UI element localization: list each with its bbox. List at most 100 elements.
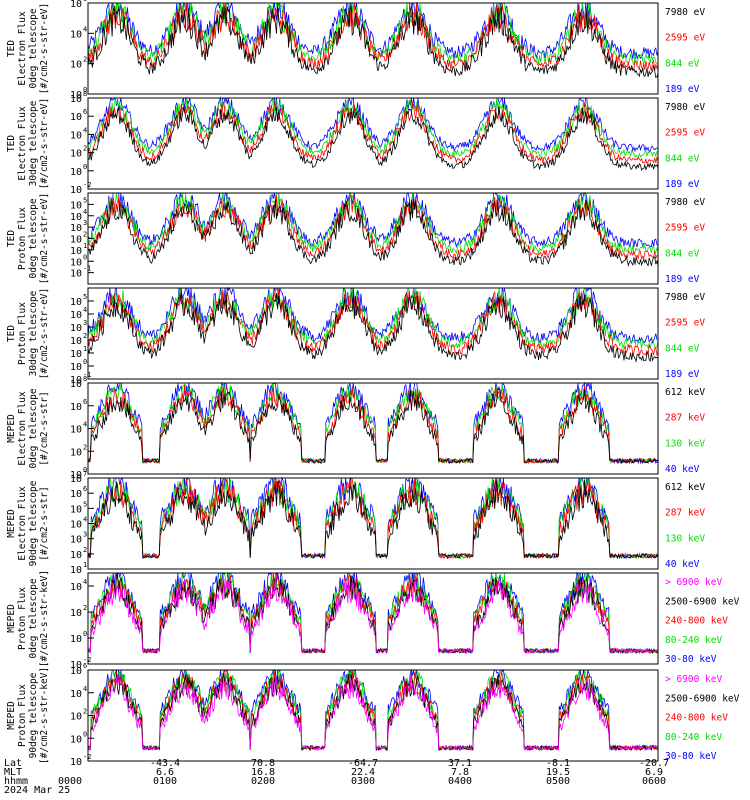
legend-entry: 189 eV	[665, 179, 700, 190]
y-tick-label: 10	[70, 520, 82, 531]
y-tick-exponent: 2	[83, 332, 87, 340]
legend-entry: 80-240 keV	[665, 635, 722, 646]
y-tick-exponent: 4	[83, 421, 87, 429]
footer-row-label: MLT	[4, 767, 22, 778]
y-axis-label-line: [#/cm2-s-str-eV]	[39, 288, 50, 380]
y-tick-label: 10	[70, 235, 82, 246]
y-axis-label-line: [#/cm2-s-str-keV]	[39, 570, 50, 667]
y-tick-exponent: 2	[83, 708, 87, 716]
legend-entry: 30-80 keV	[665, 654, 717, 665]
footer-hhmm-value: 0600	[642, 776, 666, 787]
legend-entry: 189 eV	[665, 369, 700, 380]
y-tick-label: 10	[70, 257, 82, 268]
legend-entry: > 6900 keV	[665, 577, 722, 588]
y-axis-label-line: Proton Flux	[17, 684, 28, 747]
y-tick-exponent: 3	[83, 219, 87, 227]
legend-entry: 2595 eV	[665, 318, 705, 329]
footer-lat-value: 70.8	[251, 758, 275, 769]
y-axis-label-line: MEPED	[6, 604, 17, 633]
y-axis-label-line: [#/cm2-s-str-keV]	[39, 667, 50, 764]
legend-entry: 240-800 keV	[665, 616, 728, 627]
series-green-line	[87, 382, 659, 465]
y-tick-label: 10	[70, 402, 82, 413]
footer-mlt-value: 16.8	[251, 767, 275, 778]
y-tick-exponent: 0	[83, 730, 87, 738]
legend-entry: 2595 eV	[665, 33, 705, 44]
y-tick-label: 10	[70, 634, 82, 645]
y-tick-label: 10	[70, 90, 82, 101]
footer-lat-value: -64.7	[348, 758, 378, 769]
legend-entry: 7980 eV	[665, 102, 705, 113]
y-tick-exponent: 0	[83, 630, 87, 638]
y-axis-label-line: [#/cm2-s-str]	[39, 486, 50, 560]
series-blue-line	[87, 96, 659, 153]
footer-row-label: hhmm	[4, 776, 28, 787]
y-axis-label-line: [#/cm2-s-str-eV]	[39, 98, 50, 190]
series-blue-line	[87, 668, 659, 752]
legend-entry: 2500-6900 keV	[665, 693, 740, 704]
y-tick-label: 10	[70, 379, 82, 390]
legend-entry: 40 keV	[665, 559, 700, 570]
y-tick-label: 10	[70, 375, 82, 386]
y-axis-label-line: [#/cm2-s-str-eV]	[39, 3, 50, 95]
footer-lat-value: 37.1	[448, 758, 472, 769]
legend-entry: 612 keV	[665, 387, 705, 398]
y-axis-label-line: 90deg telescope	[28, 480, 39, 566]
series-red-line	[87, 477, 659, 560]
y-tick-label: 10	[70, 336, 82, 347]
y-tick-label: 10	[70, 297, 82, 308]
y-tick-exponent: 2	[83, 604, 87, 612]
footer-hhmm-value: 0400	[448, 776, 472, 787]
y-tick-label: 10	[70, 94, 82, 105]
y-tick-label: 10	[70, 130, 82, 141]
series-blue-line	[87, 1, 659, 60]
y-tick-exponent: 4	[83, 685, 87, 693]
y-axis-label-line: Electron Flux	[17, 391, 28, 466]
legend-entry: 2595 eV	[665, 223, 705, 234]
y-tick-exponent: 5	[83, 293, 87, 301]
series-black-line	[87, 5, 659, 78]
y-tick-label: 10	[70, 608, 82, 619]
y-tick-label: 10	[70, 734, 82, 745]
footer-row-label: Lat	[4, 758, 22, 769]
y-tick-exponent: 8	[83, 90, 87, 98]
y-tick-exponent: 6	[83, 398, 87, 406]
y-tick-exponent: -2	[83, 656, 91, 664]
y-tick-exponent: 2	[83, 231, 87, 239]
y-tick-label: 10	[70, 425, 82, 436]
legend-entry: 2500-6900 keV	[665, 596, 740, 607]
y-tick-label: 10	[70, 504, 82, 515]
y-tick-label: 10	[70, 712, 82, 723]
series-black-line	[87, 198, 659, 267]
footer-hhmm-value: 0100	[153, 776, 177, 787]
y-tick-exponent: 4	[83, 516, 87, 524]
y-tick-exponent: -2	[83, 753, 91, 761]
y-tick-exponent: 0	[83, 163, 87, 171]
y-tick-label: 10	[70, 200, 82, 211]
y-tick-exponent: 0	[83, 358, 87, 366]
legend-entry: 612 keV	[665, 482, 705, 493]
y-axis-label-line: MEPED	[6, 701, 17, 730]
footer-mlt-value: 19.5	[546, 767, 570, 778]
y-tick-exponent: 4	[83, 25, 87, 33]
y-tick-exponent: 4	[83, 306, 87, 314]
legend-entry: 130 keV	[665, 533, 705, 544]
y-tick-label: 10	[70, 0, 82, 10]
y-tick-exponent: 2	[83, 145, 87, 153]
y-tick-exponent: 2	[83, 546, 87, 554]
y-tick-exponent: 3	[83, 531, 87, 539]
series-green-line	[87, 571, 659, 655]
series-red-line	[87, 194, 659, 261]
y-axis-label-line: 30deg telescope	[28, 100, 39, 186]
y-tick-exponent: 4	[83, 208, 87, 216]
y-axis-label-line: TED	[6, 135, 17, 152]
y-tick-label: 10	[70, 212, 82, 223]
y-axis-label-line: 30deg telescope	[28, 290, 39, 376]
y-axis-label-line: 0deg telescope	[28, 198, 39, 278]
series-green-line	[87, 286, 659, 350]
series-green-line	[87, 477, 659, 560]
